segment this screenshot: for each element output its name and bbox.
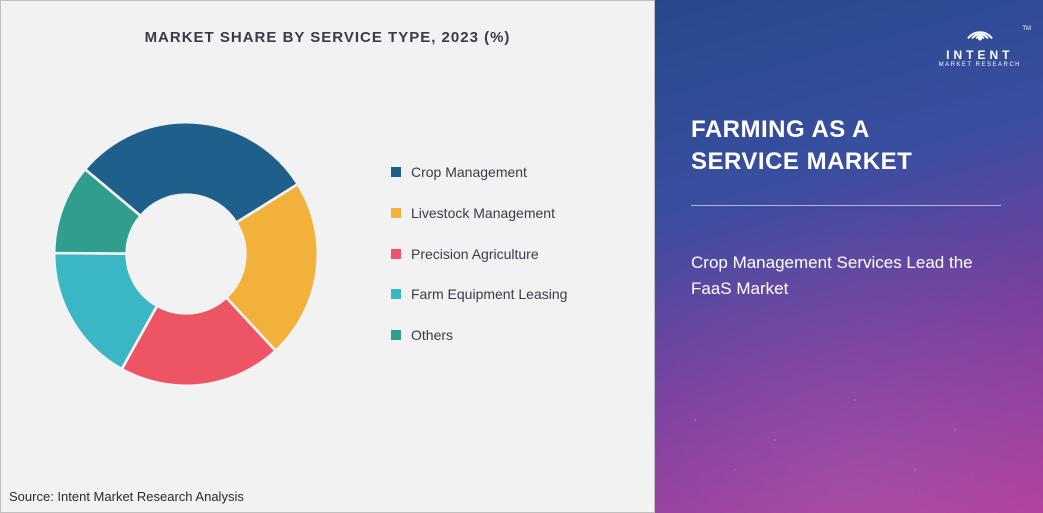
chart-title: MARKET SHARE BY SERVICE TYPE, 2023 (%) — [1, 29, 654, 46]
legend-item: Livestock Management — [391, 204, 567, 223]
legend-label: Crop Management — [411, 163, 527, 182]
legend-item: Farm Equipment Leasing — [391, 285, 567, 304]
panel-heading: FARMING AS A SERVICE MARKET — [691, 114, 951, 179]
legend-swatch — [391, 330, 401, 340]
divider — [691, 205, 1001, 206]
signal-icon — [963, 18, 997, 46]
logo-text-sub: MARKET RESEARCH — [939, 62, 1021, 68]
legend-item: Crop Management — [391, 163, 567, 182]
legend-swatch — [391, 208, 401, 218]
legend-item: Precision Agriculture — [391, 245, 567, 264]
legend-label: Livestock Management — [411, 204, 555, 223]
logo-tm: TM — [1022, 26, 1031, 32]
source-text: Source: Intent Market Research Analysis — [9, 489, 244, 504]
info-panel: TM INTENT MARKET RESEARCH FARMING AS A S… — [655, 0, 1043, 513]
panel-subheading: Crop Management Services Lead the FaaS M… — [691, 250, 981, 303]
donut-chart — [41, 109, 331, 399]
brand-logo: TM INTENT MARKET RESEARCH — [939, 18, 1021, 68]
legend-label: Farm Equipment Leasing — [411, 285, 567, 304]
legend-swatch — [391, 249, 401, 259]
chart-legend: Crop Management Livestock Management Preci… — [391, 163, 567, 345]
legend-swatch — [391, 289, 401, 299]
chart-row: Crop Management Livestock Management Preci… — [1, 56, 654, 512]
logo-text-main: INTENT — [946, 48, 1013, 62]
legend-swatch — [391, 167, 401, 177]
chart-panel: MARKET SHARE BY SERVICE TYPE, 2023 (%) C… — [0, 0, 655, 513]
legend-label: Others — [411, 326, 453, 345]
legend-item: Others — [391, 326, 567, 345]
legend-label: Precision Agriculture — [411, 245, 539, 264]
